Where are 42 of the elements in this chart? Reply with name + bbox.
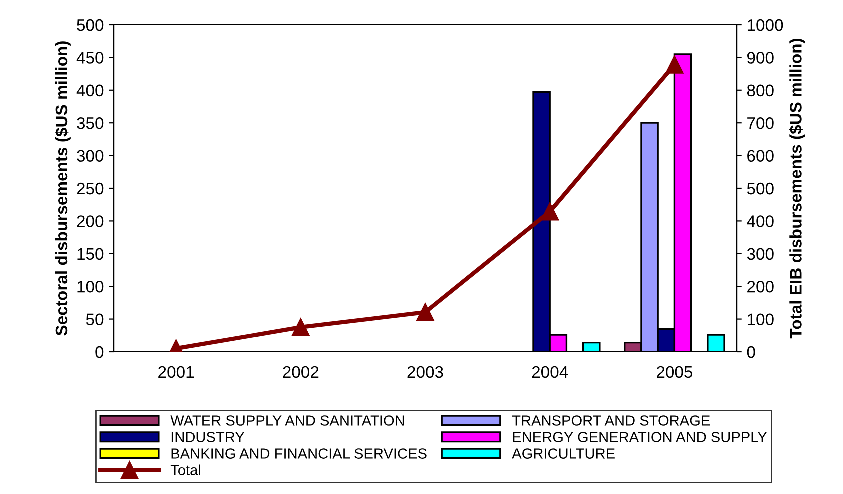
legend-label: TRANSPORT AND STORAGE — [512, 416, 710, 426]
legend-label: Total — [170, 464, 200, 476]
y2-tick-label: 400 — [747, 216, 774, 228]
y2-tick-label: 700 — [748, 118, 774, 130]
legend-label: ENERGY GENERATION AND SUPPLY — [513, 432, 768, 442]
y-tick-label: 300 — [77, 150, 104, 162]
y2-tick-label: 0 — [747, 346, 756, 358]
y-tick-label: 100 — [78, 281, 104, 293]
x-tick-label: 2003 — [408, 366, 444, 378]
y-tick-label: 200 — [77, 216, 104, 228]
y-tick-label: 0 — [96, 346, 104, 358]
y-tick-label: 250 — [77, 182, 104, 195]
y2-tick-label: 100 — [748, 314, 774, 326]
point — [416, 303, 435, 322]
point — [292, 318, 310, 337]
y2-tick-label: 500 — [747, 182, 774, 195]
x-tick-label: 2004 — [532, 366, 568, 378]
x-tick-label: 2002 — [283, 366, 319, 378]
y2-tick-label: 300 — [747, 248, 774, 260]
point — [666, 56, 684, 74]
y2-tick-label: 200 — [748, 281, 774, 293]
y2-tick-label: 1000 — [748, 19, 784, 32]
y2-tick-label: 900 — [748, 52, 774, 64]
point — [541, 202, 560, 221]
bar — [582, 342, 601, 352]
y2-axis-title: Total EIB disbursements ($US million) — [789, 38, 806, 339]
y-tick-label: 350 — [77, 118, 104, 130]
y2-tick-label: 600 — [748, 150, 774, 162]
x-tick-label: 2005 — [657, 366, 693, 378]
bar — [707, 334, 726, 352]
y-tick-label: 450 — [76, 52, 104, 64]
legend-label: INDUSTRY — [172, 432, 245, 442]
y-axis-title: Sectoral disbursements ($US million) — [55, 42, 71, 336]
x-tick-label: 2001 — [158, 366, 194, 378]
legend-label: AGRICULTURE — [512, 448, 615, 459]
legend-label: WATER SUPPLY AND SANITATION — [170, 416, 404, 426]
legend-label: BANKING AND FINANCIAL SERVICES — [172, 448, 427, 459]
y-tick-label: 50 — [86, 314, 104, 326]
y2-tick-label: 800 — [747, 84, 774, 97]
y-tick-label: 500 — [77, 19, 104, 32]
y-tick-label: 150 — [78, 248, 104, 260]
y-tick-label: 400 — [76, 84, 104, 97]
